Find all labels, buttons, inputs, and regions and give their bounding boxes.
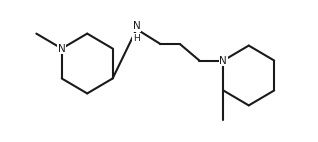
Text: N: N [58,44,66,54]
Text: H: H [133,34,140,43]
Text: N: N [133,21,141,31]
Text: N: N [219,56,227,65]
